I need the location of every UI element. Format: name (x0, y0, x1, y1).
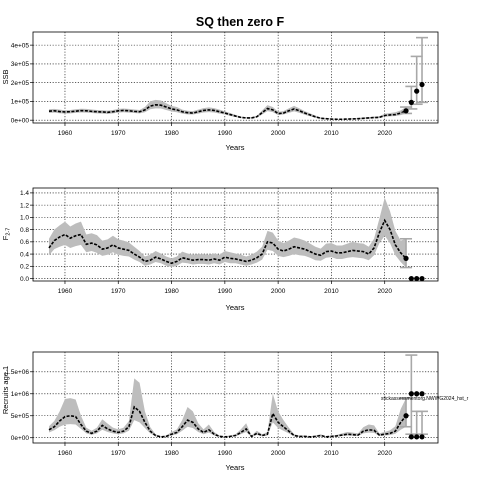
x-tick-label-f-3: 1990 (218, 288, 233, 295)
x-tick-label-f-6: 2020 (377, 288, 392, 295)
y-tick-label-f-3: 0.6 (20, 239, 29, 246)
panel-f: 1960 1970 1980 1990 2000 2010 2020 0.00.20.40.… (1, 187, 439, 312)
projection-point-f-3 (419, 275, 425, 282)
x-tick-label-ssb-3: 1990 (218, 130, 233, 137)
line-ssb (48, 103, 407, 121)
panel-ssb: 1960 1970 1980 1990 2000 2010 2020 0e+00 1e+05 2… (1, 31, 439, 152)
y-ticks-recruitment: 0e+00 5e+05 1e+06 1.5e+06 (5, 369, 33, 442)
confidence-band-ssb (48, 99, 407, 120)
projection-point-f-2 (414, 275, 420, 282)
y-tick-label-f-0: 0.0 (20, 276, 29, 283)
x-tick-label-recruitment-2: 1980 (164, 450, 179, 457)
x-tick-label-recruitment-1: 1970 (111, 450, 126, 457)
projection-point-f-0 (403, 255, 409, 261)
grid-ssb (33, 32, 438, 123)
y-tick-label-ssb-2: 2e+05 (11, 80, 30, 87)
y-tick-label-recruitment-0: 0e+00 (11, 435, 30, 442)
x-tick-label-recruitment-3: 1990 (218, 450, 233, 457)
y-ticks-f: 0.0 0.2 0.4 0.6 0.8 1.0 1.2 1.4 (20, 190, 33, 283)
projection-point-ssb-2 (414, 88, 420, 94)
x-tick-label-ssb-4: 2000 (271, 130, 286, 137)
grid-recruitment (33, 352, 438, 443)
plot-frame-f (32, 187, 439, 282)
band-recruitment (48, 378, 407, 438)
confidence-band-f (48, 197, 407, 268)
series-line-f (48, 218, 407, 265)
x-tick-label-ssb-1: 1970 (111, 130, 126, 137)
panel-recruitment: 1960 1970 1980 1990 2000 2010 2020 0e+00 5e+05 1… (1, 351, 469, 472)
y-tick-label-recruitment-2: 1e+06 (11, 391, 30, 398)
projection-point-recruitment-3 (419, 391, 425, 397)
x-tick-label-f-5: 2010 (324, 288, 339, 295)
y-tick-label-ssb-3: 3e+05 (11, 61, 30, 68)
projection-extra-point-recruitment-2 (419, 434, 425, 440)
projection-point-f-1 (408, 275, 414, 282)
x-tick-label-recruitment-6: 2020 (377, 450, 392, 457)
projection-point-recruitment-2 (414, 391, 420, 397)
y-tick-label-f-1: 0.2 (20, 264, 29, 271)
y-tick-label-f-6: 1.2 (20, 202, 29, 209)
band-ssb (48, 99, 407, 120)
x-tick-label-ssb-0: 1960 (58, 130, 73, 137)
x-axis-label-f: Years (226, 303, 245, 312)
x-tick-label-f-2: 1980 (164, 288, 179, 295)
series-line-ssb (48, 103, 407, 121)
y-tick-label-ssb-0: 0e+00 (11, 117, 30, 124)
y-ticks-ssb: 0e+00 1e+05 2e+05 3e+05 4e+05 (11, 42, 33, 124)
band-f (48, 197, 407, 268)
x-tick-label-f-1: 1970 (111, 288, 126, 295)
x-tick-label-recruitment-0: 1960 (58, 450, 73, 457)
x-ticks-f: 1960 1970 1980 1990 2000 2010 2020 (58, 281, 392, 295)
series-line-recruitment (48, 405, 407, 438)
y-tick-label-f-5: 1.0 (20, 215, 29, 222)
x-ticks-ssb: 1960 1970 1980 1990 2000 2010 2020 (58, 123, 392, 137)
y-axis-label-ssb: SSB (1, 69, 10, 84)
y-tick-label-recruitment-3: 1.5e+06 (5, 369, 29, 376)
svg-text:F2-7: F2-7 (1, 228, 12, 241)
plot-frame-recruitment (32, 351, 439, 444)
y-tick-label-ssb-4: 4e+05 (11, 42, 30, 49)
y-tick-label-f-7: 1.4 (20, 190, 29, 197)
projection-point-recruitment-1 (408, 391, 414, 397)
y-axis-label-f-main: F (1, 235, 10, 240)
y-tick-label-f-4: 0.8 (20, 227, 29, 234)
projection-point-ssb-3 (419, 81, 425, 88)
x-tick-label-recruitment-4: 2000 (271, 450, 286, 457)
x-tick-label-ssb-6: 2020 (377, 130, 392, 137)
figure-title: SQ then zero F (196, 15, 285, 29)
projection-point-recruitment-0 (403, 413, 409, 419)
x-tick-label-f-4: 2000 (271, 288, 286, 295)
x-tick-label-f-0: 1960 (58, 288, 73, 295)
projection-recruitment (400, 354, 429, 440)
y-tick-label-ssb-1: 1e+05 (11, 99, 30, 106)
confidence-band-recruitment (48, 378, 407, 438)
x-tick-label-ssb-5: 2010 (324, 130, 339, 137)
x-axis-label-recruitment: Years (226, 463, 245, 472)
line-f (48, 218, 407, 265)
y-tick-label-f-2: 0.4 (20, 251, 29, 258)
projection-point-ssb-1 (408, 99, 414, 105)
line-recruitment (48, 405, 407, 438)
x-tick-label-ssb-2: 1980 (164, 130, 179, 137)
x-axis-label-ssb: Years (226, 143, 245, 152)
projection-ssb (400, 36, 429, 115)
y-tick-label-recruitment-1: 5e+05 (11, 413, 30, 420)
y-axis-label-recruitment: Recruits age 1 (1, 366, 10, 414)
y-axis-label-f-sub: 2-7 (6, 228, 12, 236)
plot-frame-ssb (32, 31, 439, 124)
x-ticks-recruitment: 1960 1970 1980 1990 2000 2010 2020 (58, 443, 392, 457)
projection-extra-point-recruitment-1 (414, 434, 420, 440)
y-axis-label-f: F2-7 (1, 228, 12, 241)
source-annotation: stickassessmentorg.NWWG2024_hst_r (381, 396, 469, 402)
projection-point-ssb-0 (403, 108, 409, 114)
projection-f (400, 237, 425, 282)
projection-extra-point-recruitment-0 (408, 434, 414, 440)
x-tick-label-recruitment-5: 2010 (324, 450, 339, 457)
